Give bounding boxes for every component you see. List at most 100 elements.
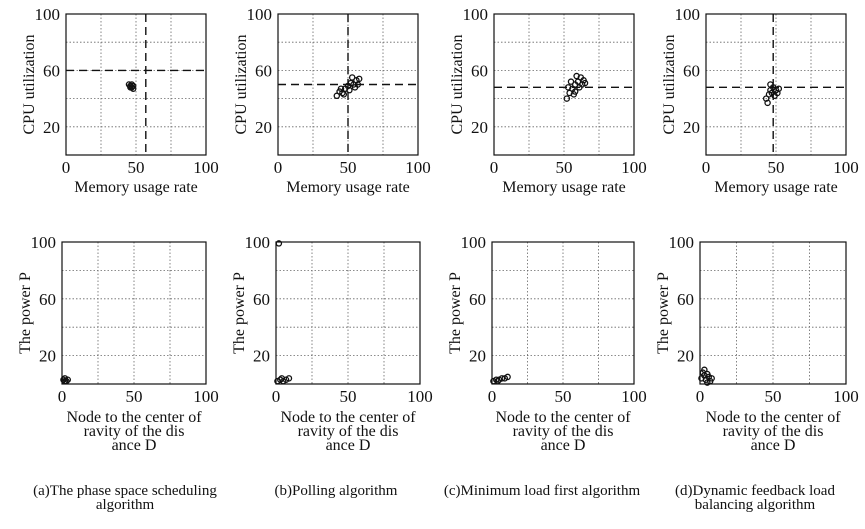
plot-bottom-d-ytick-label: 60 bbox=[677, 290, 694, 309]
plot-top-d-xlabel: Memory usage rate bbox=[714, 179, 838, 196]
plot-top-c-data-point bbox=[563, 95, 571, 102]
plot-top-a-data-point bbox=[129, 82, 137, 90]
plot-bottom-c-xlabel-line: ance D bbox=[541, 437, 586, 454]
plot-bottom-d-frame bbox=[699, 241, 847, 385]
plot-top-b-ytick-label: 20 bbox=[255, 118, 272, 137]
plot-top-b-data-point bbox=[340, 91, 348, 98]
plot-top-b-ylabel: CPU utilization bbox=[233, 35, 250, 135]
plot-top-d-data-point bbox=[767, 81, 774, 88]
plot-bottom-a-ytick-label: 100 bbox=[31, 233, 57, 252]
plot-top-a-frame bbox=[65, 13, 207, 156]
plot-bottom-a-ytick-label: 20 bbox=[39, 347, 56, 366]
plot-bottom-a-ylabel: The power P bbox=[17, 272, 34, 354]
plot-bottom-d-xlabel-line: Node to the center of bbox=[705, 409, 841, 426]
plot-top-c-data-point bbox=[571, 88, 579, 95]
plot-top-c-data-point bbox=[581, 79, 589, 87]
plot-bottom-b-xlabel-line: Node to the center of bbox=[280, 409, 416, 426]
plot-top-d-ytick-label: 60 bbox=[683, 61, 700, 80]
plot-bottom-b-data-point bbox=[278, 375, 286, 382]
plot-bottom-b-ytick-label: 60 bbox=[253, 290, 270, 309]
plot-top-a-ytick-label: 100 bbox=[35, 5, 61, 24]
plot-bottom-c-ytick-label: 100 bbox=[461, 233, 487, 252]
plot-bottom-b-ylabel: The power P bbox=[231, 272, 248, 354]
plot-bottom-d-xtick-label: 50 bbox=[765, 387, 782, 406]
plot-top-d-data-point bbox=[774, 89, 781, 97]
plot-top-b-data-point bbox=[348, 74, 356, 81]
plot-bottom-d-xlabel-line: ance D bbox=[751, 437, 796, 454]
plot-bottom-c-xlabel-line: ravity of the dis bbox=[513, 423, 614, 440]
plot-bottom-b-ytick-label: 20 bbox=[253, 347, 270, 366]
plot-bottom-b-frame bbox=[275, 241, 421, 385]
plot-bottom-d-ytick-label: 100 bbox=[669, 233, 695, 252]
plot-bottom-b-data-point bbox=[275, 240, 283, 247]
plot-top-a-ytick-label: 60 bbox=[43, 61, 60, 80]
plot-top-a-xlabel: Memory usage rate bbox=[74, 179, 198, 196]
plot-top-a-xtick-label: 50 bbox=[128, 158, 145, 177]
plot-bottom-c-xlabel-line: Node to the center of bbox=[495, 409, 631, 426]
plot-bottom-c-xtick-label: 0 bbox=[488, 387, 497, 406]
plot-top-b-ytick-label: 60 bbox=[255, 61, 272, 80]
plot-top-c-ylabel: CPU utilization bbox=[449, 35, 466, 135]
plot-bottom-b-xtick-label: 50 bbox=[340, 387, 357, 406]
plot-bottom-c-ytick-label: 20 bbox=[469, 347, 486, 366]
plot-bottom-a-frame bbox=[61, 241, 207, 385]
plot-bottom-a-data-point bbox=[61, 377, 69, 385]
plot-bottom-d-xtick-label: 100 bbox=[833, 387, 859, 406]
plot-top-b-data-point bbox=[346, 86, 353, 94]
plot-bottom-b-xtick-label: 0 bbox=[272, 387, 281, 406]
plot-bottom-a-ytick-label: 60 bbox=[39, 290, 56, 309]
plot-bottom-a-xtick-label: 100 bbox=[193, 387, 219, 406]
plot-bottom-d-xlabel-line: ravity of the dis bbox=[723, 423, 824, 440]
plot-bottom-d-xtick-label: 0 bbox=[696, 387, 705, 406]
plot-top-c-xlabel: Memory usage rate bbox=[502, 179, 626, 196]
plot-top-b-xtick-label: 50 bbox=[340, 158, 357, 177]
plot-bottom-c-data-point bbox=[504, 373, 511, 381]
plot-top-b-xtick-label: 0 bbox=[274, 158, 283, 177]
plot-bottom-b-ytick-label: 100 bbox=[245, 233, 271, 252]
plot-top-d-ytick-label: 100 bbox=[675, 5, 701, 24]
caption-d: (d)Dynamic feedback load balancing algor… bbox=[675, 483, 835, 513]
caption-a: (a)The phase space scheduling algorithm bbox=[33, 483, 217, 513]
plot-bottom-a-xlabel-line: Node to the center of bbox=[66, 409, 202, 426]
plot-bottom-c-data-point bbox=[494, 377, 501, 385]
plot-bottom-d-ylabel: The power P bbox=[655, 272, 672, 354]
plot-bottom-c-data-point bbox=[498, 375, 506, 382]
plot-top-b-data-point bbox=[355, 75, 363, 83]
plot-top-a-xtick-label: 100 bbox=[193, 158, 219, 177]
plot-top-c-frame bbox=[493, 13, 635, 156]
plot-bottom-a-xlabel-line: ravity of the dis bbox=[84, 423, 185, 440]
plot-top-d-ytick-label: 20 bbox=[683, 118, 700, 137]
plot-top-a-xtick-label: 0 bbox=[62, 158, 71, 177]
caption-b: (b)Polling algorithm bbox=[274, 483, 398, 499]
plot-bottom-c-xtick-label: 50 bbox=[555, 387, 572, 406]
plot-top-d-xtick-label: 0 bbox=[702, 158, 711, 177]
plot-bottom-a-xtick-label: 0 bbox=[58, 387, 67, 406]
plot-top-b-xtick-label: 100 bbox=[405, 158, 431, 177]
plot-top-a-ylabel: CPU utilization bbox=[21, 35, 38, 135]
plot-top-b-ytick-label: 100 bbox=[247, 5, 273, 24]
plot-top-b-xlabel: Memory usage rate bbox=[286, 179, 410, 196]
plot-bottom-a-xlabel-line: ance D bbox=[112, 437, 157, 454]
plot-top-d-xtick-label: 50 bbox=[768, 158, 785, 177]
plot-top-d-xtick-label: 100 bbox=[833, 158, 859, 177]
plot-bottom-c-data-point bbox=[493, 376, 500, 383]
plot-top-c-xtick-label: 100 bbox=[621, 158, 647, 177]
plot-top-c-ytick-label: 20 bbox=[471, 118, 488, 137]
plot-top-c-data-point bbox=[564, 84, 572, 91]
plot-bottom-c-ytick-label: 60 bbox=[469, 290, 486, 309]
plot-bottom-d-data-point bbox=[708, 375, 715, 382]
plot-bottom-b-data-point bbox=[285, 375, 293, 382]
plot-top-c-ytick-label: 100 bbox=[463, 5, 489, 24]
plot-top-b-data-point bbox=[337, 85, 345, 92]
plot-top-c-xtick-label: 0 bbox=[490, 158, 499, 177]
plot-top-d-data-point bbox=[764, 99, 771, 107]
plot-bottom-c-ylabel: The power P bbox=[447, 272, 464, 354]
plot-top-c-data-point bbox=[573, 72, 580, 80]
plot-bottom-c-frame bbox=[491, 241, 635, 385]
plot-top-b-data-point bbox=[354, 81, 362, 88]
plot-bottom-b-xtick-label: 100 bbox=[407, 387, 433, 406]
plot-top-c-data-point bbox=[567, 78, 575, 85]
plot-bottom-d-ytick-label: 20 bbox=[677, 347, 694, 366]
